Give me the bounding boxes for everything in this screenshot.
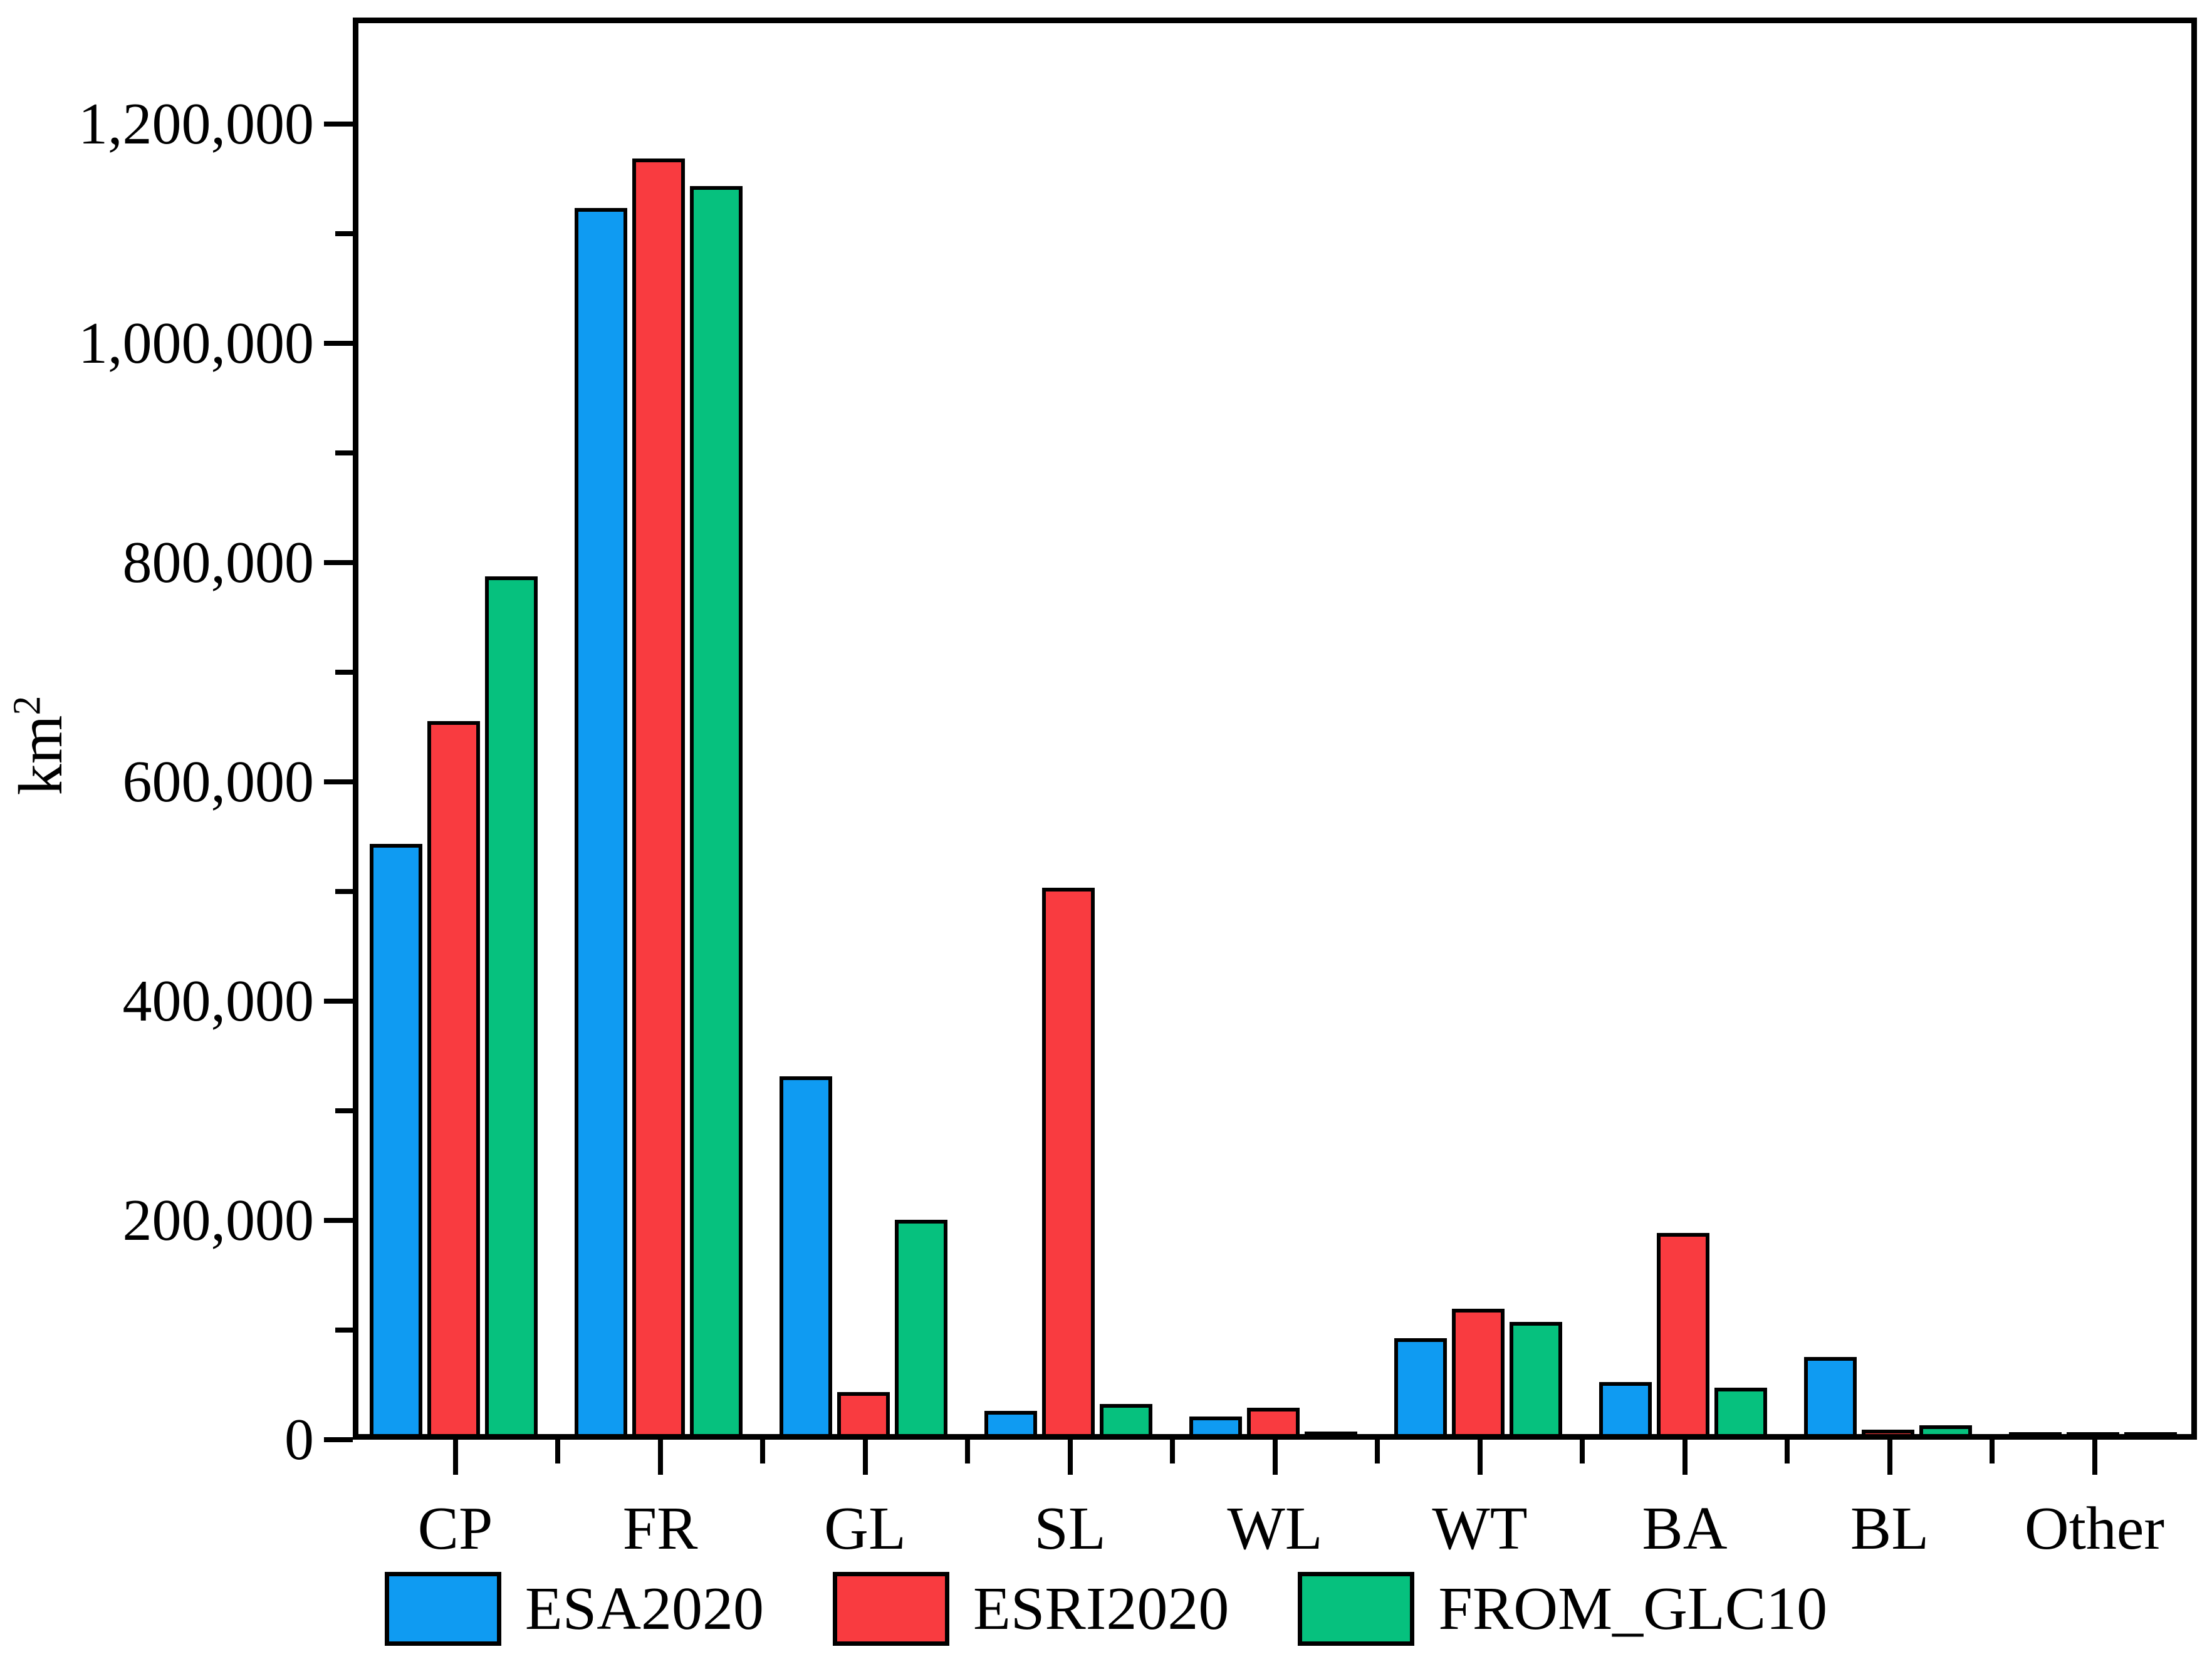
x-axis-label-ba: BA [1642,1495,1728,1562]
bar-wt-esri2020 [1451,1309,1505,1440]
bar-fr-esa2020 [574,208,627,1440]
x-axis-minor-tick [555,1440,560,1463]
x-axis-major-tick [862,1440,868,1475]
y-axis-tick-label: 600,000 [122,749,315,814]
y-axis-major-tick [324,341,353,346]
bar-sl-esri2020 [1041,888,1095,1440]
y-axis-minor-tick [335,889,353,894]
legend-label: ESRI2020 [973,1575,1229,1643]
x-axis-major-tick [452,1440,458,1475]
y-axis-major-tick [324,999,353,1004]
y-axis-tick-label: 800,000 [122,530,315,595]
legend-swatch-esri2020 [832,1572,949,1646]
x-axis-minor-tick [760,1440,765,1463]
x-axis-major-tick [657,1440,663,1475]
x-axis-label-wt: WT [1432,1495,1528,1562]
y-axis-tick-label: 200,000 [122,1188,315,1253]
x-axis-label-gl: GL [824,1495,906,1562]
legend-label: FROM_GLC10 [1438,1575,1828,1643]
x-axis-major-tick [2092,1440,2097,1475]
legend-item-from-glc10: FROM_GLC10 [1298,1565,1827,1653]
y-axis-major-tick [324,560,353,565]
x-axis-minor-tick [1990,1440,1995,1463]
bar-cp-esa2020 [369,844,422,1440]
bar-ba-esri2020 [1656,1233,1709,1440]
bar-bl-esa2020 [1803,1357,1857,1440]
x-axis-label-bl: BL [1850,1495,1929,1562]
y-axis-major-tick [324,1218,353,1223]
bar-fr-from_glc10 [689,186,743,1440]
legend-item-esri2020: ESRI2020 [832,1565,1229,1653]
x-axis-major-tick [1067,1440,1073,1475]
y-axis-unit-exponent: 2 [6,695,49,715]
y-axis-line [353,18,358,1440]
legend-swatch-from-glc10 [1298,1572,1415,1646]
bar-wt-esa2020 [1394,1338,1447,1440]
x-axis-label-wl: WL [1227,1495,1323,1562]
plot-area: 0 200,000 400,000 600,000 800,000 1,000,000 1,… [78,18,2197,1562]
legend-item-esa2020: ESA2020 [384,1565,764,1653]
x-axis-minor-tick [1375,1440,1380,1463]
y-axis-minor-tick [335,670,353,675]
bar-gl-esri2020 [837,1392,890,1440]
plot-border-top [353,18,2197,23]
y-axis-major-tick [324,1437,353,1442]
y-axis-major-tick [324,122,353,127]
bar-gl-esa2020 [779,1076,832,1440]
bar-ba-from_glc10 [1714,1388,1767,1440]
bar-ba-esa2020 [1599,1382,1652,1440]
x-axis-major-tick [1272,1440,1278,1475]
y-axis-tick-label: 400,000 [122,969,315,1034]
y-axis-tick-label: 0 [284,1407,314,1472]
x-axis-minor-tick [1580,1440,1585,1463]
y-axis-minor-tick [335,450,353,455]
y-axis-tick-label: 1,000,000 [78,311,314,376]
y-axis-minor-tick [335,231,353,236]
x-axis-label-cp: CP [417,1495,493,1562]
legend: ESA2020 ESRI2020 FROM_GLC10 [0,1565,2212,1653]
y-axis-major-tick [324,779,353,784]
bar-cp-from_glc10 [484,576,538,1440]
legend-swatch-esa2020 [384,1572,501,1646]
x-axis-minor-tick [1170,1440,1175,1463]
y-axis-tick-label: 1,200,000 [78,91,314,157]
x-axis-line [353,1434,2197,1440]
x-axis-minor-tick [1785,1440,1790,1463]
x-axis-label-sl: SL [1034,1495,1106,1562]
bar-fr-esri2020 [632,159,685,1440]
bar-gl-from_glc10 [894,1220,947,1440]
x-axis-major-tick [1477,1440,1483,1475]
x-axis-label-fr: FR [622,1495,698,1562]
legend-label: ESA2020 [524,1575,764,1643]
y-axis-minor-tick [335,1328,353,1333]
x-axis-major-tick [1887,1440,1892,1475]
x-axis-label-other: Other [2024,1495,2165,1562]
x-axis-major-tick [1682,1440,1688,1475]
bar-wt-from_glc10 [1509,1322,1562,1440]
plot-border-right [2191,18,2197,1440]
y-axis-minor-tick [335,1108,353,1113]
y-axis-title: km2 [4,630,77,861]
bar-cp-esri2020 [427,721,480,1440]
x-axis-minor-tick [965,1440,970,1463]
